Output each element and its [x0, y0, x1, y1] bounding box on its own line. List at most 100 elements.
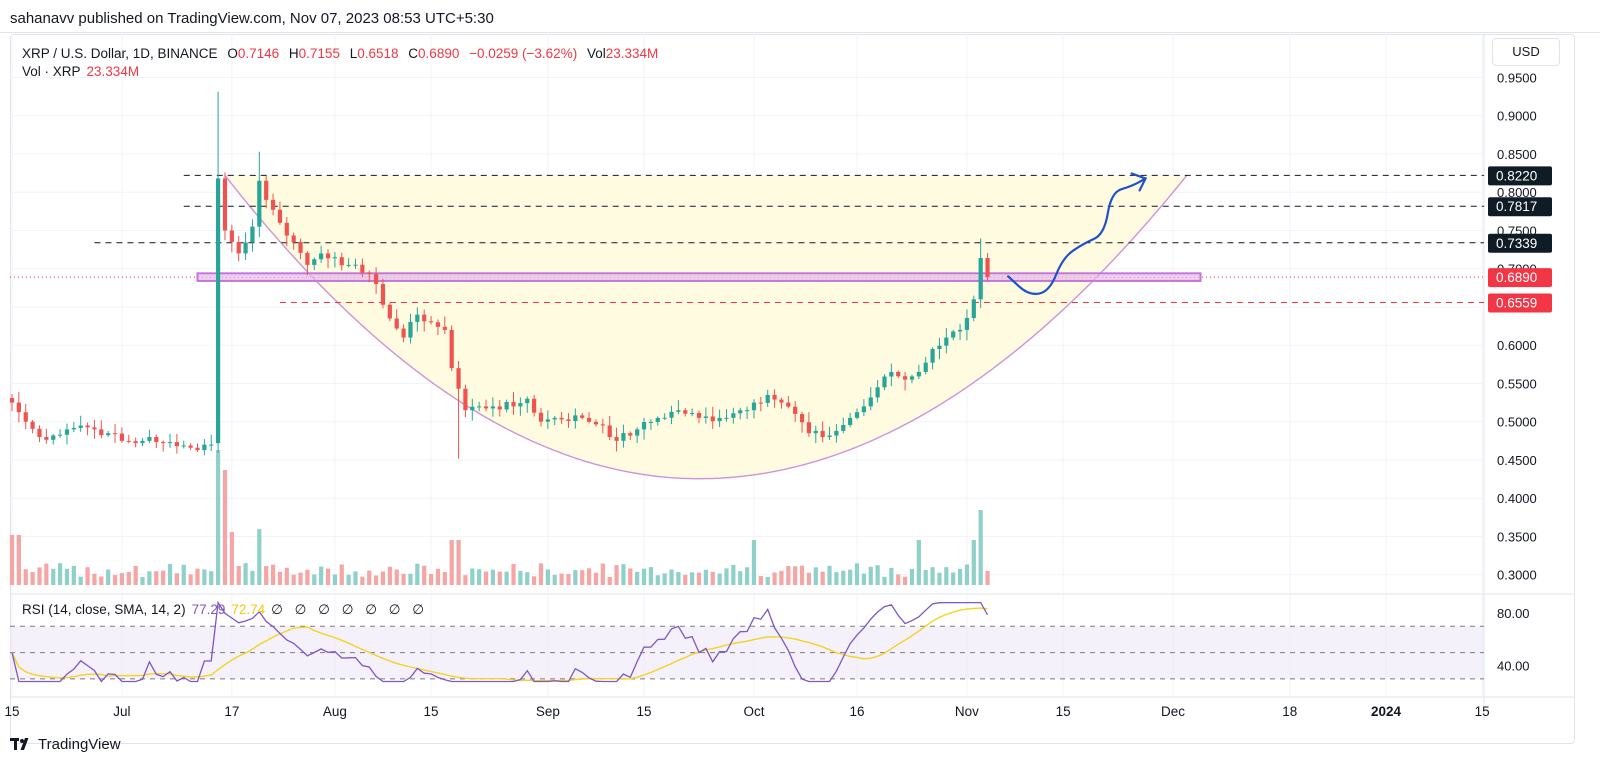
candles [9, 91, 990, 459]
level-label-box [1488, 293, 1552, 313]
candle-body [456, 368, 461, 389]
volume-legend-label[interactable]: Vol · XRP [22, 64, 81, 79]
time-tick-label: 15 [1475, 704, 1490, 719]
volume-bar [140, 576, 145, 585]
candle-body [470, 406, 475, 411]
candle-body [216, 178, 221, 444]
volume-bar [16, 535, 21, 585]
candle-body [133, 441, 138, 444]
candle-body [78, 425, 83, 428]
arrow-curve [1007, 177, 1147, 295]
candle-body [607, 425, 612, 438]
level-label-box [1488, 268, 1552, 288]
volume-bar [717, 573, 722, 585]
volume-bar [573, 570, 578, 585]
candle-body [971, 299, 976, 318]
ohlc-legend: XRP / U.S. Dollar, 1D, BINANCE O0.7146 H… [22, 44, 658, 63]
candle-body [305, 252, 310, 265]
level-label-box [1488, 166, 1552, 186]
volume-bar [147, 571, 152, 585]
volume-bar [401, 573, 406, 585]
candle-body [181, 445, 186, 447]
level-label-text: 0.8220 [1496, 168, 1537, 183]
open-label: O [227, 46, 238, 61]
rsi-legend-label[interactable]: RSI (14, close, SMA, 14, 2) [22, 602, 186, 617]
volume-bar [848, 569, 853, 585]
candle-body [744, 410, 750, 412]
candle-body [559, 417, 564, 420]
candle-body [848, 417, 853, 425]
candle-body [325, 253, 331, 259]
volume-bar [559, 573, 564, 585]
symbol-name[interactable]: XRP / U.S. Dollar, 1D, BINANCE [22, 46, 218, 61]
candle-body [861, 406, 866, 413]
volume-bar [92, 573, 97, 585]
candle-body [545, 419, 550, 422]
volume-bar [690, 572, 695, 585]
volume-bars [9, 450, 990, 585]
volume-bar [470, 568, 475, 585]
volume-bar [216, 450, 221, 585]
volume-bar [703, 569, 708, 585]
candle-body [195, 447, 200, 451]
chart-frame[interactable] [10, 34, 1575, 744]
candle-body [477, 406, 482, 408]
time-axis: 15 Jul 17 Aug 15 Sep 15 Oct 16 Nov 15 Dec 18 2024 15 [4, 704, 1489, 719]
candle-body [799, 414, 805, 423]
high-label: H [288, 46, 299, 61]
volume-bar [889, 567, 894, 585]
candle-body [64, 429, 70, 435]
volume-bar [793, 566, 798, 585]
volume-bar [669, 569, 674, 585]
candle-body [896, 371, 901, 377]
rsi-pane [10, 600, 1484, 683]
volume-bar [552, 574, 557, 585]
volume-bar [813, 567, 818, 585]
volume-bar [23, 569, 28, 585]
candle-body [415, 314, 420, 322]
candle-body [374, 273, 379, 285]
candle-body [765, 394, 770, 403]
candle-body [202, 444, 207, 451]
candle-body [703, 416, 708, 418]
volume-bar [477, 569, 482, 585]
candle-body [408, 321, 413, 338]
volume-bar [827, 565, 832, 585]
candle-body [442, 326, 447, 330]
level-label-box [1488, 197, 1552, 217]
volume-bar [820, 571, 825, 585]
candle-body [772, 394, 777, 400]
candle-body [793, 406, 798, 415]
candle-body [655, 417, 660, 422]
candle-body [717, 417, 722, 422]
candle-body [724, 417, 729, 419]
volume-bar [312, 574, 317, 585]
volume-bar [951, 572, 956, 585]
level-label-box [1488, 233, 1552, 253]
candle-body [387, 304, 392, 319]
candle-body [868, 397, 873, 407]
volume-bar [586, 568, 592, 585]
candle-body [236, 241, 241, 254]
volume-bar [346, 574, 351, 585]
candle-body [854, 412, 860, 418]
volume-bar [854, 563, 860, 585]
volume-bar [9, 535, 15, 585]
volume-bar [545, 569, 550, 585]
candle-body [264, 180, 269, 200]
volume-bar [497, 571, 502, 585]
time-tick-label: Jul [113, 704, 130, 719]
volume-bar [724, 568, 729, 585]
candle-body [930, 349, 935, 363]
currency-button[interactable]: USD [1492, 38, 1560, 66]
candle-body [270, 199, 276, 210]
volume-bar [209, 571, 214, 585]
candle-body [37, 428, 42, 438]
volume-bar [882, 576, 887, 585]
volume-bar [923, 570, 928, 585]
candle-body [820, 430, 825, 438]
candle-body [690, 412, 695, 414]
candle-body [106, 433, 111, 436]
brand-name[interactable]: TradingView [38, 736, 121, 753]
